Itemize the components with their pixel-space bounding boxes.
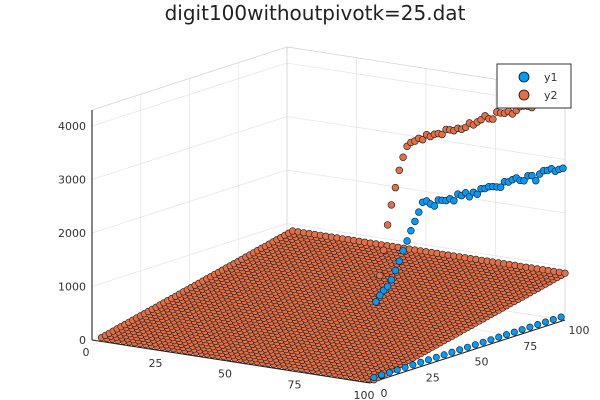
grid-line (91, 169, 566, 234)
x-tick-label: 25 (149, 357, 163, 370)
floor-point-y1 (432, 353, 440, 361)
data-point-y1 (411, 217, 419, 226)
floor-point-y1 (385, 368, 393, 376)
data-point-y2 (391, 183, 400, 192)
data-point-y1 (496, 183, 505, 191)
floor-point-y1 (417, 358, 425, 366)
data-point-y1 (391, 266, 400, 275)
y-tick-label: 75 (523, 340, 537, 353)
floor-point-y1 (409, 361, 417, 369)
data-point-y2 (395, 166, 403, 175)
floor-point-y1 (463, 343, 471, 351)
floor-point-y1 (487, 336, 495, 344)
floor-point-y1 (518, 326, 526, 334)
y-tick-label: 100 (569, 324, 590, 337)
data-point-y2 (438, 130, 446, 139)
floor-point-y1 (471, 341, 479, 349)
x-axis (91, 339, 371, 384)
data-point-y2 (418, 136, 427, 144)
data-point-y1 (383, 282, 392, 291)
floor-point-y1 (401, 363, 409, 371)
data-point-y1 (473, 190, 481, 199)
floor-point-y1 (378, 371, 386, 379)
data-point-y1 (430, 202, 439, 210)
floor-point-y1 (534, 320, 542, 328)
x-tick-label: 0 (83, 346, 90, 359)
data-point-y1 (415, 208, 423, 216)
grid-line (91, 116, 566, 180)
legend-label-y2: y2 (544, 89, 558, 102)
y-axis (369, 319, 566, 384)
floor-point-y1 (440, 351, 448, 359)
floor-point-y2 (561, 269, 569, 277)
data-point-y1 (407, 227, 415, 235)
axes (91, 109, 566, 384)
floor-point-y1 (510, 328, 518, 336)
data-point-y1 (403, 237, 411, 245)
y-tick-label: 50 (475, 356, 489, 369)
floor-point-y1 (557, 313, 565, 321)
x-tick-label: 100 (354, 389, 375, 400)
chart-title: digit100withoutpivotk=25.dat (165, 1, 466, 25)
z-tick-label: 3000 (58, 174, 86, 187)
z-tick-label: 0 (79, 334, 86, 347)
data-point-y1 (395, 257, 403, 265)
data-point-y1 (559, 164, 567, 172)
grid-edge (91, 46, 288, 111)
legend-box (496, 63, 572, 109)
data-point-y1 (376, 291, 384, 299)
wall-points (372, 89, 567, 306)
legend: y1 y2 (496, 63, 572, 109)
z-tick-label: 4000 (58, 120, 86, 133)
legend-marker-y2 (518, 89, 530, 101)
y-tick-label: 25 (426, 371, 440, 384)
data-point-y1 (387, 276, 396, 284)
legend-label-y1: y1 (544, 71, 558, 84)
data-point-y1 (520, 177, 528, 185)
data-point-y2 (387, 201, 396, 209)
data-point-y1 (528, 171, 536, 180)
floor-point-y1 (549, 315, 557, 323)
floor-point-y1 (448, 348, 456, 356)
data-point-y2 (376, 271, 384, 280)
floor-point-y1 (526, 323, 534, 331)
floor-point-y1 (370, 373, 378, 381)
floor-point-y1 (424, 356, 432, 364)
data-point-y1 (399, 247, 407, 255)
legend-marker-y1 (518, 71, 530, 83)
floor-point-y1 (479, 338, 487, 346)
floor-point-y1 (541, 318, 549, 326)
data-point-y2 (383, 221, 392, 229)
floor-point-y1 (393, 366, 401, 374)
z-tick-label: 1000 (58, 281, 86, 294)
data-point-y2 (489, 115, 497, 123)
data-point-y2 (379, 246, 388, 254)
data-point-y1 (372, 298, 380, 306)
x-tick-label: 50 (218, 368, 232, 381)
data-point-y1 (532, 177, 540, 185)
data-point-y1 (450, 197, 458, 205)
data-point-y2 (399, 153, 407, 161)
y-tick-label: 0 (381, 387, 388, 400)
z-tick-label: 2000 (58, 227, 86, 240)
floor-points (97, 227, 569, 384)
x-tick-label: 75 (288, 378, 302, 391)
floor-point-y1 (495, 333, 503, 341)
floor-point-y1 (502, 331, 510, 339)
floor-point-y1 (456, 346, 464, 354)
